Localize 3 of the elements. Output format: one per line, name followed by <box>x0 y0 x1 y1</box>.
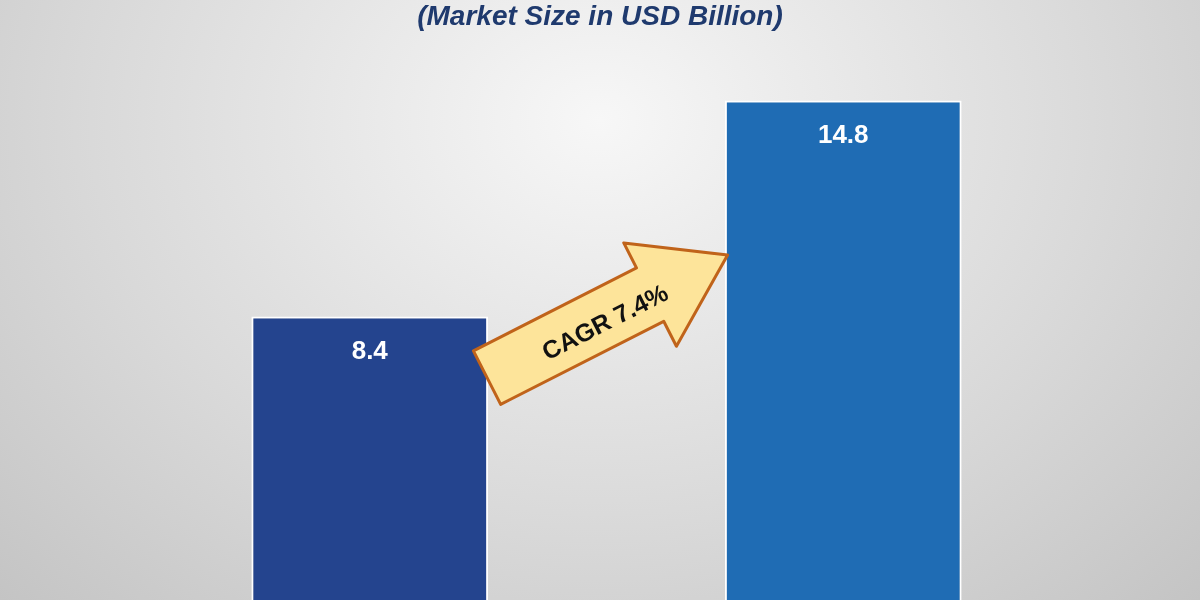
data-label: 14.8 <box>817 118 869 149</box>
chart-title: (Market Size in USD Billion) <box>416 0 784 32</box>
data-label: 8.4 <box>351 334 389 365</box>
